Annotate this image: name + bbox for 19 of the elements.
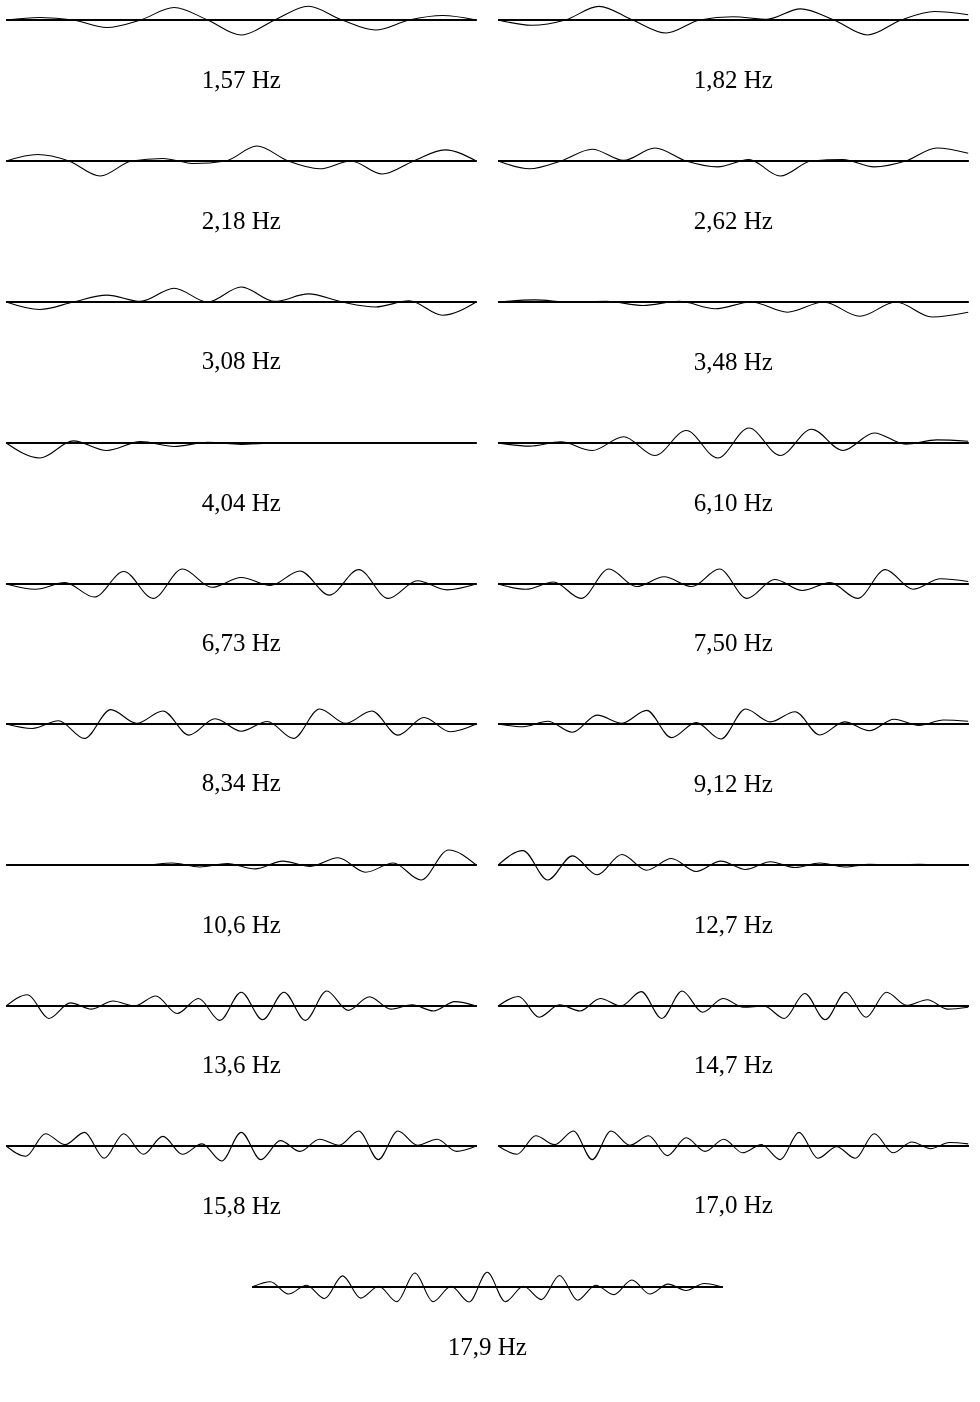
text: 10,6 Hz: [201, 910, 281, 938]
text: 2,18 Hz: [201, 206, 281, 234]
text: 4,04 Hz: [201, 488, 281, 516]
text: 14,7 Hz: [693, 1051, 773, 1078]
text: 1,82 Hz: [693, 65, 773, 93]
text: 2,62 Hz: [693, 206, 773, 234]
text: 12,7 Hz: [693, 910, 773, 938]
text: 17,0 Hz: [693, 1191, 773, 1218]
text: 17,9 Hz: [447, 1332, 527, 1360]
text: 13,6 Hz: [201, 1051, 281, 1078]
text: 8,34 Hz: [201, 769, 281, 796]
text: 3,48 Hz: [693, 347, 773, 375]
text: 1,57 Hz: [201, 65, 281, 93]
text: 6,10 Hz: [693, 488, 773, 516]
text: 7,50 Hz: [693, 629, 773, 656]
text: 9,12 Hz: [693, 769, 773, 797]
text: 3,08 Hz: [201, 347, 281, 374]
text: 15,8 Hz: [201, 1191, 281, 1219]
text: 6,73 Hz: [201, 629, 281, 656]
